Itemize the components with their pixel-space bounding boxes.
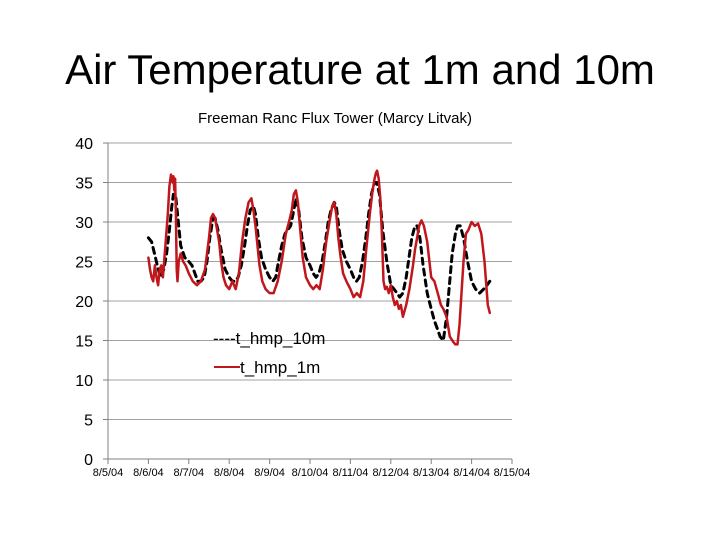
x-tick-label: 8/6/04 [133,467,164,479]
series-layer [146,169,492,346]
gridlines [108,142,512,420]
legend-label: t_hmp_1m [240,358,320,377]
y-tick-label: 25 [75,255,93,272]
axis-ticks: 0 5 10 15 20 25 30 35 40 8/5/04 8/6/04 8/7/04 8/8/04… [75,136,530,479]
y-tick-label: 20 [75,294,93,311]
y-tick-label: 40 [75,136,93,153]
legend: ----t_hmp_10m t_hmp_1m [213,329,325,377]
x-tick-label: 8/8/04 [214,467,245,479]
x-tick-label: 8/9/04 [254,467,285,479]
y-tick-label: 5 [84,413,93,430]
x-tick-label: 8/7/04 [174,467,205,479]
x-tick-label: 8/13/04 [413,467,450,479]
legend-label: ----t_hmp_10m [213,329,325,348]
x-tick-label: 8/15/04 [494,467,531,479]
y-tick-label: 15 [75,334,93,351]
x-tick-label: 8/14/04 [453,467,490,479]
series-line-1 [147,169,492,346]
y-tick-label: 30 [75,215,93,232]
y-tick-label: 10 [75,373,93,390]
x-tick-label: 8/12/04 [372,467,409,479]
y-tick-label: 0 [84,452,93,469]
chart-title: Freeman Ranc Flux Tower (Marcy Litvak) [198,110,472,127]
slide-title: Air Temperature at 1m and 10m [65,46,655,93]
x-tick-label: 8/5/04 [93,467,124,479]
y-tick-label: 35 [75,176,93,193]
x-tick-label: 8/11/04 [332,467,368,479]
x-tick-label: 8/10/04 [292,467,329,479]
